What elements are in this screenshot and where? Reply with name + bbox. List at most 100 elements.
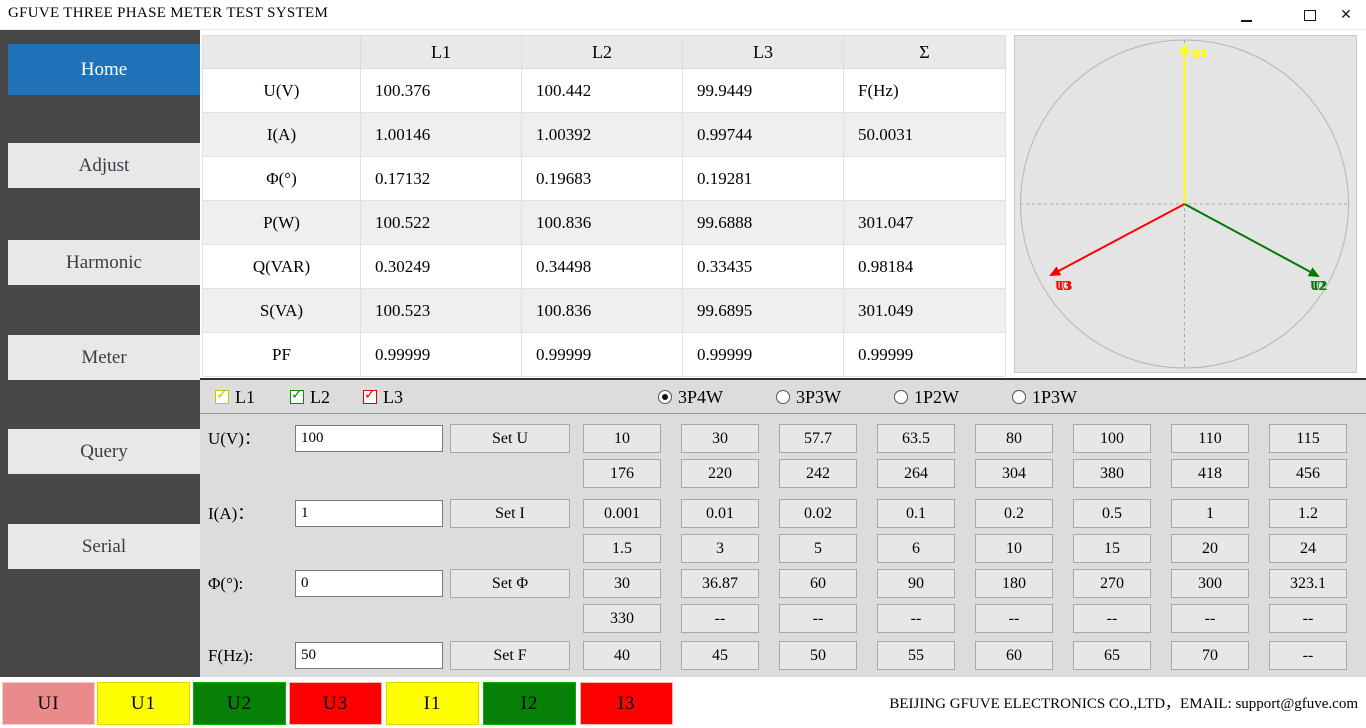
phi-preset-button[interactable]: 36.87 [681, 569, 759, 598]
phi-preset-button[interactable]: 90 [877, 569, 955, 598]
u-preset-button[interactable]: 380 [1073, 459, 1151, 488]
i-preset-button[interactable]: 0.2 [975, 499, 1053, 528]
u-preset-button[interactable]: 115 [1269, 424, 1347, 453]
i-preset-button[interactable]: 1.5 [583, 534, 661, 563]
f-preset-button[interactable]: 65 [1073, 641, 1151, 670]
phi-preset-button[interactable]: -- [1171, 604, 1249, 633]
i-preset-button[interactable]: 0.5 [1073, 499, 1151, 528]
phase-checkbox-l3[interactable]: ✓ L3 [363, 385, 403, 409]
maximize-button[interactable] [1292, 0, 1328, 30]
wiring-radio-1p3w[interactable]: 1P3W [1012, 385, 1077, 409]
phi-preset-button[interactable]: -- [681, 604, 759, 633]
i-preset-button[interactable]: 5 [779, 534, 857, 563]
phi-preset-button[interactable]: 60 [779, 569, 857, 598]
f-preset-button[interactable]: -- [1269, 641, 1347, 670]
u-preset-button[interactable]: 176 [583, 459, 661, 488]
set-i-button[interactable]: Set I [450, 499, 570, 528]
phi-preset-button[interactable]: 330 [583, 604, 661, 633]
phi-input[interactable] [295, 570, 443, 597]
f-preset-button[interactable]: 50 [779, 641, 857, 670]
radio-icon[interactable] [658, 390, 672, 404]
i-preset-button[interactable]: 0.01 [681, 499, 759, 528]
f-preset-button[interactable]: 55 [877, 641, 955, 670]
radio-icon[interactable] [894, 390, 908, 404]
set-u-button[interactable]: Set U [450, 424, 570, 453]
u-preset-button[interactable]: 456 [1269, 459, 1347, 488]
u-preset-button[interactable]: 80 [975, 424, 1053, 453]
value-cell: 100.523 [360, 288, 522, 333]
f-preset-button[interactable]: 60 [975, 641, 1053, 670]
u-preset-button[interactable]: 100 [1073, 424, 1151, 453]
checkbox-icon[interactable]: ✓ [363, 387, 377, 404]
output-button-u3[interactable]: U3 [289, 682, 382, 725]
phi-preset-button[interactable]: 300 [1171, 569, 1249, 598]
f-preset-button[interactable]: 70 [1171, 641, 1249, 670]
radio-icon[interactable] [776, 390, 790, 404]
u-preset-button[interactable]: 30 [681, 424, 759, 453]
sidebar-item-query[interactable]: Query [8, 429, 200, 474]
set-phi-button[interactable]: Set Φ [450, 569, 570, 598]
sidebar-item-harmonic[interactable]: Harmonic [8, 240, 200, 285]
sidebar-item-adjust[interactable]: Adjust [8, 143, 200, 188]
u-preset-button[interactable]: 264 [877, 459, 955, 488]
i-preset-button[interactable]: 15 [1073, 534, 1151, 563]
i-preset-button[interactable]: 1.2 [1269, 499, 1347, 528]
phi-preset-button[interactable]: -- [779, 604, 857, 633]
phi-preset-button[interactable]: -- [877, 604, 955, 633]
f-preset-button[interactable]: 40 [583, 641, 661, 670]
phi-preset-button[interactable]: -- [975, 604, 1053, 633]
u-preset-button[interactable]: 110 [1171, 424, 1249, 453]
i-input[interactable] [295, 500, 443, 527]
i-preset-button[interactable]: 3 [681, 534, 759, 563]
sidebar-item-serial[interactable]: Serial [8, 524, 200, 569]
phi-preset-button[interactable]: 180 [975, 569, 1053, 598]
phi-preset-button[interactable]: 323.1 [1269, 569, 1347, 598]
phi-preset-button[interactable]: 30 [583, 569, 661, 598]
set-f-button[interactable]: Set F [450, 641, 570, 670]
output-button-i2[interactable]: I2 [483, 682, 576, 725]
phi-preset-button[interactable]: -- [1073, 604, 1151, 633]
u-preset-button[interactable]: 220 [681, 459, 759, 488]
wiring-radio-1p2w[interactable]: 1P2W [894, 385, 959, 409]
close-button[interactable]: ✕ [1328, 0, 1364, 30]
u-preset-button[interactable]: 418 [1171, 459, 1249, 488]
f-input[interactable] [295, 642, 443, 669]
output-button-ui[interactable]: UI [2, 682, 95, 725]
i-preset-button[interactable]: 10 [975, 534, 1053, 563]
i-preset-button[interactable]: 0.02 [779, 499, 857, 528]
u-preset-button[interactable]: 10 [583, 424, 661, 453]
phasor-label-u1: U1 [1191, 47, 1208, 62]
wiring-radio-3p4w[interactable]: 3P4W [658, 385, 723, 409]
phi-preset-button[interactable]: 270 [1073, 569, 1151, 598]
u-preset-button[interactable]: 63.5 [877, 424, 955, 453]
output-button-u2[interactable]: U2 [193, 682, 286, 725]
phi-preset-button[interactable]: -- [1269, 604, 1347, 633]
u-preset-button[interactable]: 242 [779, 459, 857, 488]
table-row: Q(VAR) 0.30249 0.34498 0.33435 0.98184 [202, 244, 1006, 289]
output-button-i3[interactable]: I3 [580, 682, 673, 725]
u-input[interactable] [295, 425, 443, 452]
sidebar-item-meter[interactable]: Meter [8, 335, 200, 380]
output-button-u1[interactable]: U1 [97, 682, 190, 725]
checkbox-icon[interactable]: ✓ [215, 387, 229, 404]
sidebar-item-home[interactable]: Home [8, 44, 200, 95]
u-preset-button[interactable]: 57.7 [779, 424, 857, 453]
company-footer-text: BEIJING GFUVE ELECTRONICS CO.,LTD，EMAIL:… [889, 696, 1358, 712]
i-preset-button[interactable]: 0.001 [583, 499, 661, 528]
output-button-i1[interactable]: I1 [386, 682, 479, 725]
i-preset-button[interactable]: 24 [1269, 534, 1347, 563]
phase-checkbox-l1[interactable]: ✓ L1 [215, 385, 255, 409]
i-preset-button[interactable]: 6 [877, 534, 955, 563]
wiring-radio-3p3w[interactable]: 3P3W [776, 385, 841, 409]
i-preset-button[interactable]: 1 [1171, 499, 1249, 528]
u-preset-button[interactable]: 304 [975, 459, 1053, 488]
checkbox-icon[interactable]: ✓ [290, 387, 304, 404]
phase-checkbox-l2[interactable]: ✓ L2 [290, 385, 330, 409]
i-preset-button[interactable]: 20 [1171, 534, 1249, 563]
radio-label: 1P3W [1032, 386, 1077, 407]
value-cell: 0.19683 [521, 156, 683, 201]
i-preset-button[interactable]: 0.1 [877, 499, 955, 528]
f-preset-button[interactable]: 45 [681, 641, 759, 670]
radio-icon[interactable] [1012, 390, 1026, 404]
minimize-button[interactable] [1228, 0, 1264, 30]
